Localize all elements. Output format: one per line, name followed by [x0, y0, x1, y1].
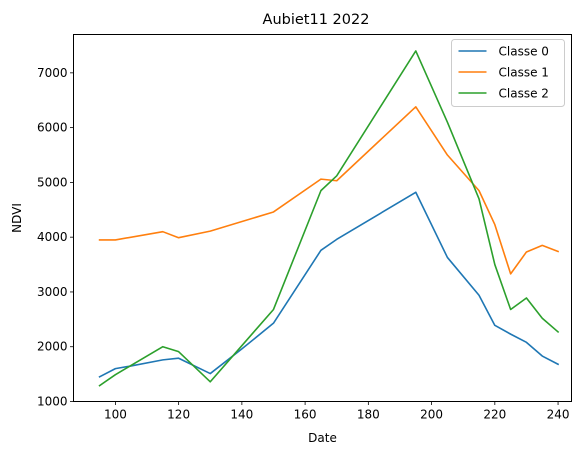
y-axis-label: NDVI — [10, 203, 24, 233]
y-tick-label: 7000 — [37, 66, 68, 80]
y-tick-label: 2000 — [37, 340, 68, 354]
y-axis: 1000 2000 3000 4000 5000 6000 7000 — [37, 66, 74, 409]
legend-entry-label: Classe 2 — [499, 87, 549, 101]
x-tick-label: 180 — [357, 408, 380, 422]
chart-title: Aubiet11 2022 — [263, 12, 370, 28]
legend-entry-label: Classe 0 — [499, 45, 549, 59]
x-tick-label: 240 — [547, 408, 570, 422]
series-lines — [98, 50, 560, 387]
series-line-classe-2 — [98, 50, 560, 387]
y-tick-label: 6000 — [37, 121, 68, 135]
x-tick-label: 120 — [167, 408, 190, 422]
x-tick-label: 140 — [230, 408, 253, 422]
x-tick-label: 200 — [420, 408, 443, 422]
x-axis: 100 120 140 160 180 200 220 240 — [104, 401, 570, 422]
legend-entry-label: Classe 1 — [499, 66, 549, 80]
x-tick-label: 160 — [294, 408, 317, 422]
y-tick-label: 4000 — [37, 230, 68, 244]
y-tick-label: 3000 — [37, 285, 68, 299]
x-tick-label: 220 — [483, 408, 506, 422]
series-line-classe-0 — [98, 191, 560, 378]
plot-frame — [73, 34, 572, 402]
legend-box — [451, 39, 565, 107]
y-tick-label: 5000 — [37, 175, 68, 189]
x-tick-label: 100 — [104, 408, 127, 422]
y-tick-label: 1000 — [37, 395, 68, 409]
x-axis-label: Date — [308, 431, 337, 445]
series-line-classe-1 — [98, 106, 560, 275]
legend: Classe 0 Classe 1 Classe 2 — [451, 39, 565, 107]
